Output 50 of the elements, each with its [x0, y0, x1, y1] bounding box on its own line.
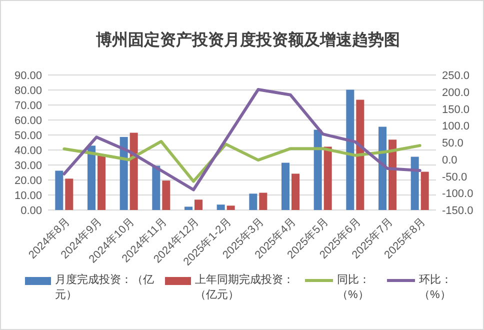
- bar: [88, 146, 96, 210]
- bar: [324, 146, 332, 210]
- bar: [55, 170, 64, 210]
- bar: [184, 206, 192, 210]
- bar: [216, 204, 225, 210]
- y-tick-label: 0.00: [20, 205, 42, 217]
- bar: [130, 132, 138, 210]
- y2-tick-label: -100.0: [442, 188, 474, 200]
- line-series: [62, 140, 422, 183]
- bar: [194, 200, 202, 210]
- legend-label: 上年同期完成投资：（亿元）: [195, 273, 295, 303]
- legend-label: 同比：（%）: [337, 273, 371, 303]
- y2-tick-label: 150.0: [442, 104, 470, 116]
- bar: [162, 180, 170, 210]
- y2-tick-label: 250.0: [442, 70, 470, 82]
- bar: [152, 166, 160, 210]
- y2-tick-label: -150.0: [442, 205, 474, 217]
- bar: [388, 140, 396, 210]
- y-tick-label: 50.00: [14, 130, 42, 142]
- bar: [98, 154, 106, 210]
- bar: [346, 90, 354, 210]
- y-tick-label: 80.00: [14, 85, 42, 97]
- y-tick-label: 90.00: [14, 70, 42, 82]
- y-tick-label: 70.00: [14, 100, 42, 112]
- y2-tick-label: -50.0: [442, 171, 468, 184]
- y2-tick-label: 50.0: [442, 138, 464, 150]
- chart-title: 博州固定资产投资月度投资额及增速趋势图: [95, 30, 400, 49]
- bar: [65, 178, 74, 210]
- bar: [120, 136, 128, 210]
- legend-label: 环比：（%）: [419, 273, 453, 303]
- bar: [410, 156, 419, 210]
- bar: [282, 162, 290, 210]
- bar: [249, 194, 258, 210]
- bar: [356, 100, 364, 210]
- bar: [226, 206, 235, 210]
- y2-tick-label: 100.0: [442, 120, 470, 133]
- bar: [259, 192, 268, 210]
- legend-label: 月度完成投资：（亿元）: [55, 273, 155, 303]
- bar: [420, 172, 429, 210]
- bar: [314, 130, 322, 210]
- y-tick-label: 30.00: [14, 160, 42, 172]
- y2-tick-label: 200.0: [442, 86, 470, 99]
- line-series: [62, 88, 422, 192]
- bar: [378, 126, 386, 210]
- y2-tick-label: 0.0: [442, 154, 458, 166]
- y-tick-label: 60.00: [14, 115, 42, 127]
- y-tick-label: 20.00: [14, 175, 42, 187]
- y-tick-label: 40.00: [14, 145, 42, 157]
- bar: [292, 174, 300, 210]
- y-tick-label: 10.00: [14, 190, 42, 202]
